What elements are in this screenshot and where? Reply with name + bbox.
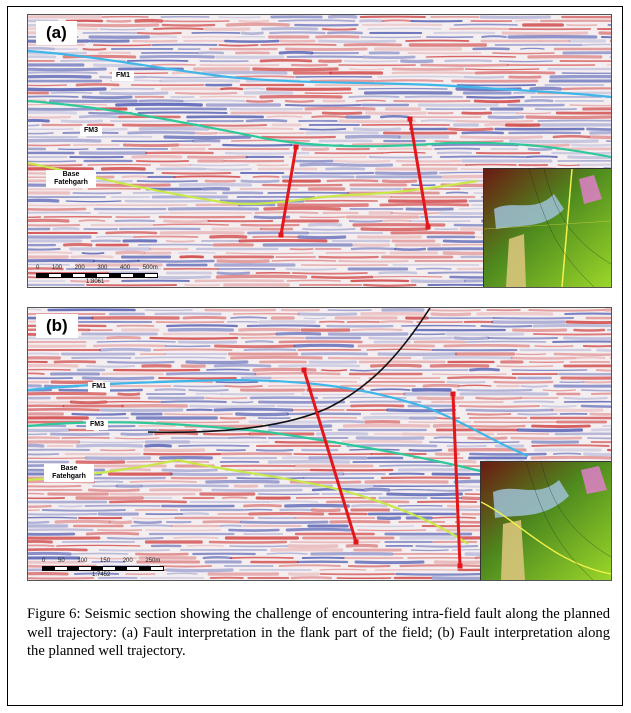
- fault-b-2: [450, 391, 463, 569]
- horizon-label-fm3: FM3: [86, 420, 108, 430]
- seismic-reflections: [28, 308, 611, 580]
- fault-a-2: [407, 116, 431, 230]
- location-map-inset-a: [483, 168, 611, 287]
- horizon-label-base-fatehgarh: Base Fatehgarh: [46, 170, 96, 188]
- location-map-a: [484, 169, 611, 287]
- horizon-fm3-line: [28, 99, 611, 159]
- horizon-base-fatehgarh-line: [28, 458, 469, 545]
- location-map-inset-b: [480, 461, 611, 580]
- panel-label-a: (a): [36, 21, 77, 45]
- panel-label-b: (b): [36, 314, 78, 338]
- horizon-base-fatehgarh-line: [28, 161, 479, 206]
- scale-ratio-b: 1:7452: [92, 572, 111, 578]
- seismic-panel-a: (a) FM1 FM3 Base Fatehgarh 0 100 200 300…: [27, 14, 612, 288]
- horizon-fm1-line: [28, 49, 611, 99]
- scale-ticks-b: 0 50 100 150 200 250m: [42, 558, 161, 564]
- scale-ticks-a: 0 100 200 300 400 500m: [36, 265, 158, 271]
- seismic-panel-b: (b) FM1 FM3 Base Fatehgarh 0 50 100 150 …: [27, 307, 612, 581]
- scale-bar-graphic-a: [36, 273, 158, 278]
- horizon-label-fm3: FM3: [80, 126, 102, 136]
- scale-ratio-a: 1:8061: [86, 279, 105, 285]
- horizon-label-base-fatehgarh: Base Fatehgarh: [44, 464, 94, 482]
- well-trajectory-line: [147, 308, 431, 434]
- location-map-b: [481, 462, 611, 580]
- horizon-label-fm1: FM1: [88, 382, 110, 392]
- scale-bar-graphic-b: [42, 566, 164, 571]
- fault-a-1: [278, 144, 299, 238]
- fault-b-1: [301, 367, 359, 545]
- horizon-label-fm1: FM1: [112, 71, 134, 81]
- seismic-section-b: [28, 308, 611, 580]
- figure-caption: Figure 6: Seismic section showing the ch…: [27, 606, 610, 659]
